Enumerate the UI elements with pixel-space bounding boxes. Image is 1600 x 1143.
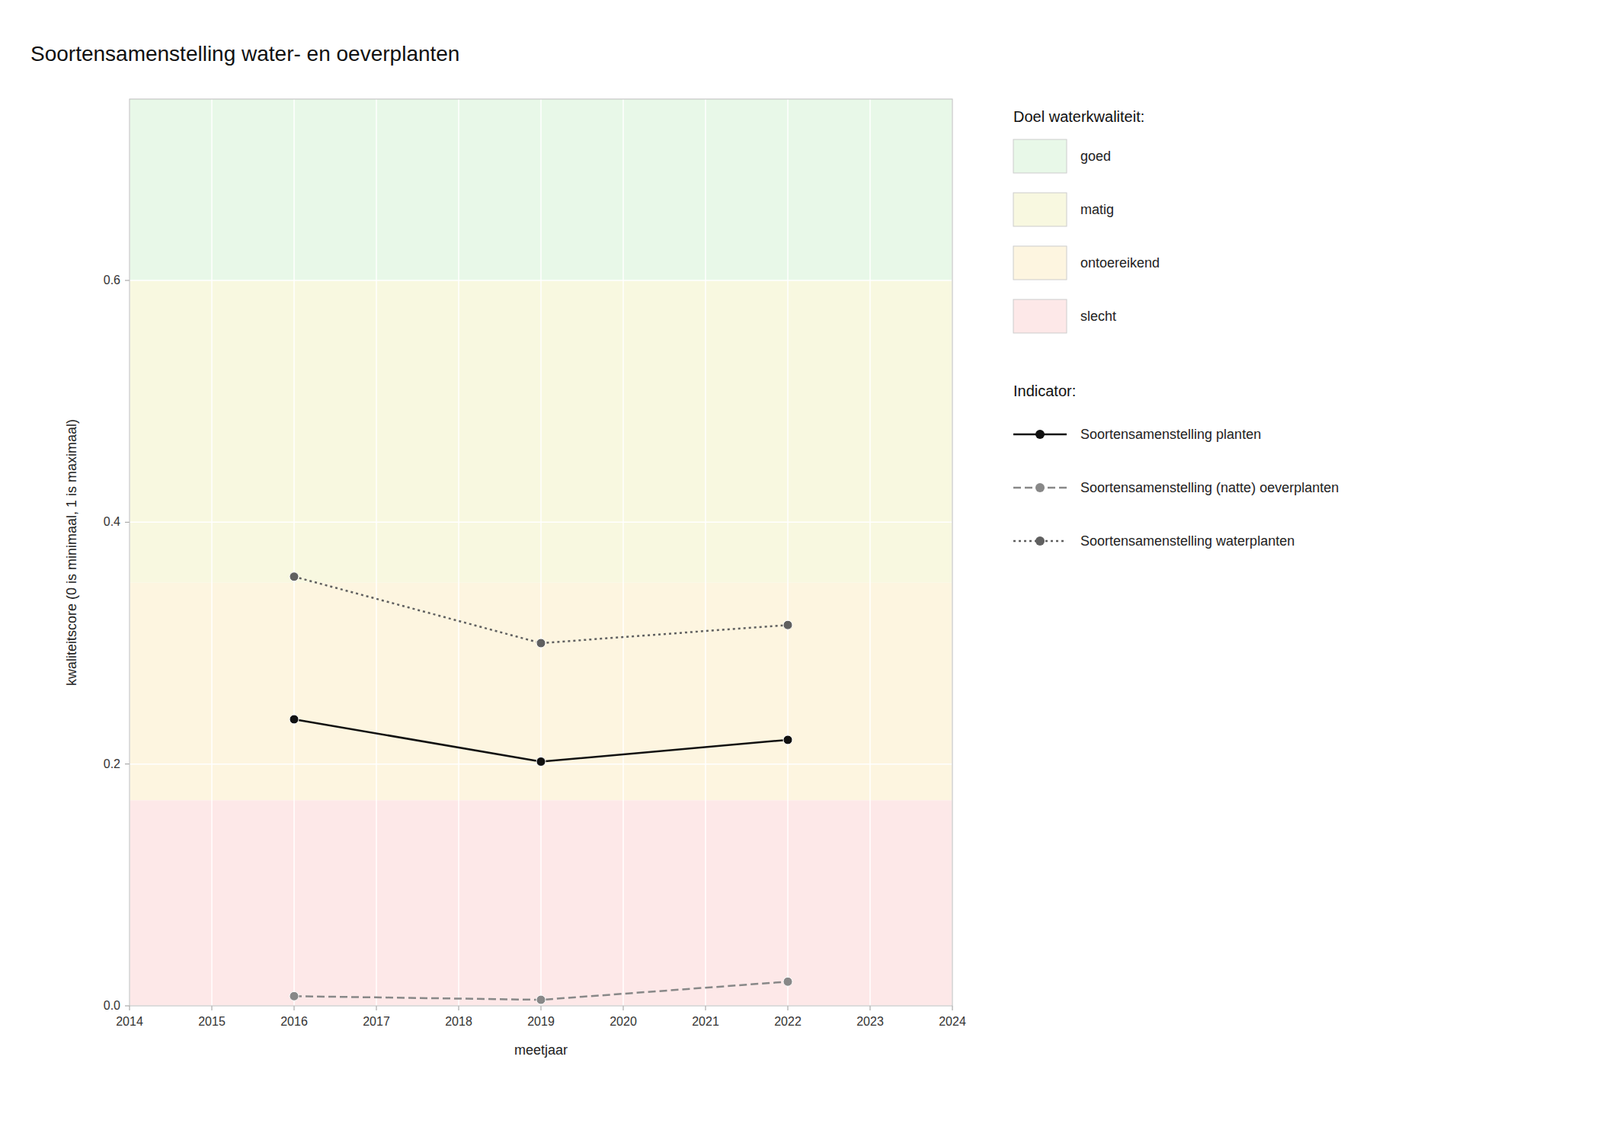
x-tick (870, 1005, 871, 1011)
x-tick (705, 1005, 707, 1011)
y-axis-label: kwaliteitscore (0 is minimaal, 1 is maxi… (64, 419, 80, 686)
series-legend-marker (1035, 483, 1045, 493)
zones (129, 99, 953, 1006)
chart: 2014 2015 2016 2017 2018 2019 2020 2021 2022 2023… (0, 0, 1600, 1143)
series-legend-marker (1035, 536, 1045, 546)
y-tick-label: 0.4 (103, 515, 121, 528)
series-legend-marker (1035, 429, 1045, 439)
x-grid-line (211, 99, 213, 1006)
x-tick (952, 1005, 954, 1011)
series-point (289, 991, 299, 1001)
zone-legend-swatch (1013, 139, 1067, 173)
series-line (294, 576, 788, 644)
x-tick (623, 1005, 624, 1011)
x-tick-label: 2019 (527, 1014, 555, 1028)
x-grid-line (293, 99, 295, 1006)
x-axis-label: meetjaar (514, 1042, 568, 1058)
axes: 2014 2015 2016 2017 2018 2019 2020 2021 2022 2023… (103, 99, 967, 1028)
zone-legend-label: ontoereikend (1080, 255, 1160, 271)
x-grid-line (869, 99, 871, 1006)
zone-legend-label: goed (1080, 148, 1111, 164)
y-tick-label: 0.6 (103, 273, 121, 287)
series-legend-label: Soortensamenstelling waterplanten (1080, 533, 1295, 549)
y-tick-label: 0.0 (103, 998, 121, 1012)
x-tick (294, 1005, 295, 1011)
y-tick (124, 280, 130, 282)
x-tick-label: 2024 (938, 1014, 967, 1028)
legend: Doel waterkwaliteit: goed matig ontoereiken… (1013, 108, 1339, 549)
zone-legend-label: matig (1080, 201, 1114, 218)
x-tick-label: 2016 (280, 1014, 308, 1028)
series-markers (289, 572, 793, 1005)
x-tick (129, 1005, 131, 1011)
y-tick (124, 763, 130, 765)
series-legend-title: Indicator: (1013, 382, 1076, 400)
x-tick-label: 2017 (362, 1014, 391, 1028)
x-tick (211, 1005, 213, 1011)
plot-frame (129, 99, 953, 1006)
series-line (294, 719, 788, 762)
x-tick-label: 2018 (444, 1014, 473, 1028)
x-tick-label: 2021 (691, 1014, 720, 1028)
background (0, 0, 1600, 1143)
x-tick-label: 2022 (774, 1014, 802, 1028)
series-legend-label: Soortensamenstelling planten (1080, 426, 1261, 442)
x-tick (376, 1005, 378, 1011)
x-grid-line (704, 99, 707, 1006)
x-grid-line (375, 99, 378, 1006)
x-tick (458, 1005, 460, 1011)
series-point (289, 572, 299, 582)
series-point (783, 976, 793, 986)
series-point (536, 638, 546, 648)
zone-legend-swatch (1013, 246, 1067, 280)
zone-legend-title: Doel waterkwaliteit: (1013, 108, 1145, 125)
series-point (783, 620, 793, 630)
series-point (536, 995, 546, 1005)
x-tick-label: 2014 (115, 1014, 144, 1028)
x-tick (540, 1005, 542, 1011)
y-grid-line (129, 279, 953, 282)
series-point (536, 756, 546, 766)
y-tick (124, 1005, 130, 1007)
x-tick-label: 2020 (609, 1014, 637, 1028)
zone-legend-swatch (1013, 299, 1067, 333)
x-grid-line (457, 99, 460, 1006)
y-tick (124, 521, 130, 523)
series-point (783, 735, 793, 745)
y-grid-line (129, 521, 953, 524)
zone-legend-swatch (1013, 192, 1067, 227)
chart-title: Soortensamenstelling water- en oeverplan… (30, 41, 460, 66)
x-tick-label: 2015 (198, 1014, 226, 1028)
series-legend-label: Soortensamenstelling (natte) oeverplante… (1080, 480, 1339, 496)
x-grid-line (540, 99, 542, 1006)
x-grid-line (787, 99, 789, 1006)
x-tick-label: 2023 (856, 1014, 884, 1028)
x-grid-line (622, 99, 624, 1006)
series-point (289, 714, 299, 724)
zone-legend-label: slecht (1080, 308, 1117, 324)
y-tick-label: 0.2 (103, 757, 121, 771)
x-tick (787, 1005, 789, 1011)
grid (129, 99, 953, 1006)
series-lines (294, 576, 788, 1000)
